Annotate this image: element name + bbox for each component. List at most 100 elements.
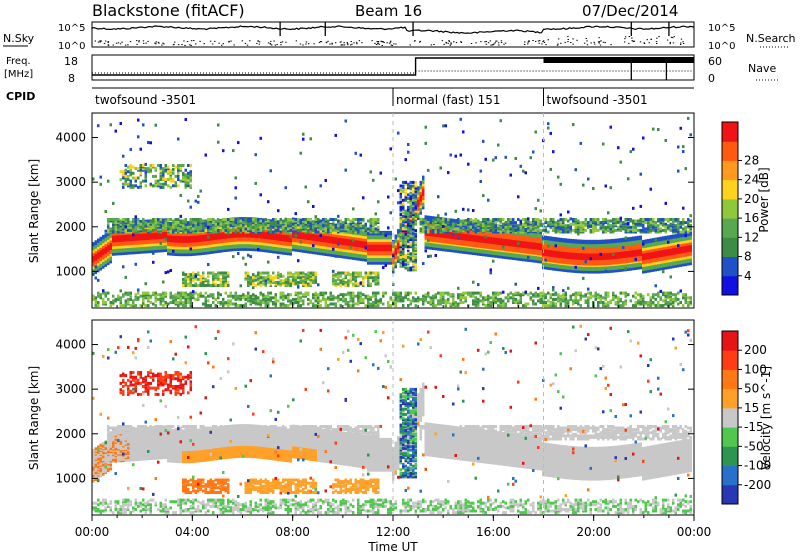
heatmap-cell (122, 182, 125, 186)
noise-search-dot (491, 44, 494, 46)
heatmap-cell (109, 304, 112, 308)
noise-search-dot (598, 42, 600, 44)
noise-search-dot (390, 44, 392, 46)
heatmap-cell (144, 167, 147, 171)
heatmap-cell (377, 279, 380, 283)
heatmap-cell (282, 280, 285, 284)
heatmap-cell (357, 230, 360, 234)
heatmap-cell (347, 304, 350, 308)
noise-search-dot (343, 44, 346, 46)
heatmap-cell (217, 140, 220, 144)
heatmap-cell (189, 164, 192, 167)
heatmap-cell (334, 296, 337, 300)
heatmap-cell (277, 299, 280, 303)
heatmap-cell (212, 225, 215, 229)
heatmap-cell (312, 271, 315, 275)
heatmap-cell (122, 227, 125, 231)
heatmap-cell (159, 185, 162, 189)
heatmap-cell (179, 179, 182, 183)
heatmap-cell (167, 184, 170, 188)
heatmap-cell (379, 171, 382, 175)
heatmap-cell (247, 222, 250, 226)
heatmap-cell (234, 297, 237, 301)
heatmap-cell (352, 218, 355, 221)
heatmap-cell (349, 296, 352, 300)
heatmap-cell (337, 296, 340, 300)
heatmap-cell (357, 218, 360, 221)
heatmap-cell (244, 274, 247, 278)
heatmap-cell (307, 219, 310, 223)
heatmap-cell (257, 230, 260, 234)
heatmap-cell (107, 221, 110, 225)
heatmap-cell (339, 227, 342, 231)
heatmap-cell (307, 271, 310, 275)
heatmap-cell (164, 221, 167, 225)
heatmap-cell (244, 218, 247, 221)
heatmap-cell (267, 227, 270, 231)
heatmap-cell (357, 282, 360, 286)
noise-search-dot (350, 41, 352, 43)
heatmap-cell (112, 301, 115, 304)
heatmap-cell (292, 301, 295, 304)
heatmap-cell (307, 200, 310, 204)
heatmap-cell (297, 291, 300, 295)
heatmap-cell (317, 296, 320, 300)
heatmap-cell (299, 151, 302, 155)
noise-search-dot (624, 38, 626, 40)
heatmap-cell (142, 179, 145, 183)
heatmap-cell (179, 194, 182, 197)
heatmap-cell (314, 296, 317, 300)
heatmap-cell (129, 179, 132, 183)
heatmap-cell (119, 222, 122, 226)
heatmap-cell (294, 276, 297, 280)
heatmap-cell (314, 220, 317, 224)
heatmap-cell (372, 221, 375, 225)
heatmap-cell (104, 229, 107, 233)
heatmap-cell (359, 218, 362, 221)
heatmap-cell (184, 221, 187, 225)
heatmap-cell (182, 296, 185, 300)
heatmap-cell (257, 274, 260, 278)
heatmap-cell (267, 221, 270, 225)
heatmap-cell (287, 271, 290, 275)
noise-search-dot (610, 44, 612, 46)
heatmap-cell (334, 279, 337, 283)
heatmap-cell (187, 301, 190, 304)
heatmap-cell (159, 299, 162, 303)
heatmap-cell (207, 271, 210, 275)
heatmap-cell (364, 271, 367, 275)
heatmap-cell (169, 296, 172, 300)
heatmap-cell (264, 294, 267, 298)
heatmap-cell (377, 218, 380, 221)
heatmap-cell (252, 280, 255, 284)
beam-title: Beam 16 (355, 2, 422, 20)
heatmap-cell (352, 282, 355, 286)
heatmap-cell (242, 225, 245, 229)
heatmap-cell (137, 168, 140, 172)
heatmap-cell (224, 277, 227, 281)
heatmap-cell (182, 277, 185, 281)
heatmap-cell (222, 297, 225, 301)
noise-search-dot (598, 37, 600, 39)
heatmap-cell (189, 172, 192, 176)
heatmap-cell (247, 218, 250, 221)
heatmap-cell (147, 167, 150, 171)
noise-search-dot (593, 43, 596, 45)
heatmap-cell (274, 293, 277, 297)
heatmap-cell (357, 228, 360, 232)
heatmap-cell (174, 174, 177, 178)
heatmap-cell (337, 277, 340, 281)
heatmap-cell (162, 171, 165, 175)
heatmap-cell (334, 225, 337, 229)
heatmap-cell (384, 291, 387, 295)
heatmap-cell (152, 228, 155, 232)
heatmap-cell (289, 299, 292, 303)
noise-search-dot (129, 41, 132, 43)
heatmap-cell (254, 218, 257, 221)
heatmap-cell (349, 294, 352, 298)
heatmap-cell (172, 178, 175, 181)
heatmap-cell (269, 222, 272, 226)
heatmap-cell (357, 221, 360, 225)
heatmap-cell (164, 165, 167, 169)
heatmap-cell (194, 221, 197, 225)
